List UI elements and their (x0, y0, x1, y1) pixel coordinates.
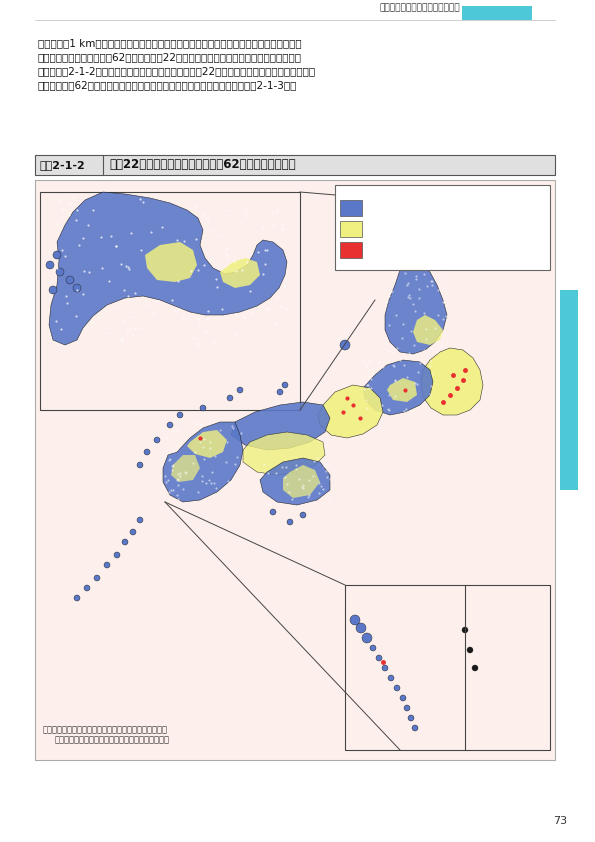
Text: 土地に関する動向: 土地に関する動向 (564, 366, 574, 413)
Text: 図表2-1-2: 図表2-1-2 (39, 160, 84, 170)
Circle shape (137, 517, 143, 523)
Bar (560, 290, 578, 490)
Circle shape (237, 387, 243, 393)
Text: 平成22年を基準とした場合の平成62年の人口増減状況: 平成22年を基準とした場合の平成62年の人口増減状況 (109, 158, 296, 172)
Polygon shape (171, 455, 200, 482)
Circle shape (412, 725, 418, 731)
Polygon shape (375, 195, 467, 262)
Circle shape (277, 389, 283, 395)
Text: いる（図表2-1-2）。市区町村別に見た場合には、平成22年時点での人口規模が小さい市区町: いる（図表2-1-2）。市区町村別に見た場合には、平成22年時点での人口規模が小… (38, 66, 316, 76)
Circle shape (177, 412, 183, 418)
Circle shape (472, 665, 478, 671)
Circle shape (104, 562, 110, 568)
Circle shape (350, 615, 360, 625)
Text: 村ほど、平成62年までの人口減少率が高くなることが予想されている（図表2-1-3）。: 村ほど、平成62年までの人口減少率が高くなることが予想されている（図表2-1-3… (38, 80, 298, 90)
Circle shape (144, 449, 150, 455)
Polygon shape (363, 360, 433, 415)
Text: 資料：総務省「国勢調査」、国土交通省統計局より作成: 資料：総務省「国勢調査」、国土交通省統計局より作成 (43, 725, 168, 734)
Polygon shape (260, 458, 330, 505)
Bar (40, 192, 300, 410)
Circle shape (370, 645, 376, 651)
Circle shape (84, 585, 90, 591)
Bar (340, 221, 362, 237)
Circle shape (356, 623, 366, 633)
Circle shape (462, 627, 468, 633)
Text: 73: 73 (553, 816, 567, 826)
Polygon shape (283, 465, 320, 498)
Circle shape (404, 705, 410, 711)
Circle shape (122, 539, 128, 545)
Circle shape (56, 268, 64, 276)
Circle shape (282, 382, 288, 388)
Circle shape (154, 437, 160, 443)
Circle shape (400, 695, 406, 701)
Polygon shape (49, 192, 287, 345)
Circle shape (287, 519, 293, 525)
Circle shape (362, 633, 372, 643)
Polygon shape (220, 258, 260, 288)
Circle shape (467, 647, 473, 653)
Text: 増加: 増加 (367, 246, 377, 254)
Circle shape (388, 675, 394, 681)
Bar (340, 200, 362, 216)
Bar (462, 6, 532, 20)
Polygon shape (413, 315, 443, 345)
Bar (35, 180, 555, 760)
Text: また、約1 km四方単位での人口動態に着目すると、一部の大都市中心等を除き、全国の: また、約1 km四方単位での人口動態に着目すると、一部の大都市中心等を除き、全国… (38, 38, 302, 48)
Text: 第２章: 第２章 (466, 8, 481, 18)
Circle shape (94, 575, 100, 581)
Circle shape (53, 251, 61, 259)
Circle shape (137, 462, 143, 468)
Bar (335, 185, 550, 270)
Circle shape (49, 286, 57, 294)
Circle shape (130, 529, 136, 535)
Text: 凡例：平成22年比での割合: 凡例：平成22年比での割合 (340, 190, 411, 199)
Circle shape (340, 340, 350, 350)
Polygon shape (231, 402, 330, 450)
Circle shape (408, 715, 414, 721)
Polygon shape (145, 242, 197, 282)
Circle shape (74, 595, 80, 601)
Polygon shape (318, 385, 383, 438)
Circle shape (114, 552, 120, 558)
Circle shape (73, 284, 81, 292)
Text: 多くの地点において、平成62年までに平成22年比で人口が半分以下になる見込みとなって: 多くの地点において、平成62年までに平成22年比で人口が半分以下になる見込みとな… (38, 52, 302, 62)
Bar (35, 155, 555, 175)
Circle shape (200, 405, 206, 411)
Bar (345, 585, 550, 750)
Polygon shape (243, 432, 325, 475)
Text: 注：我が国の国土を網羅的に記したものではない。: 注：我が国の国土を網羅的に記したものではない。 (55, 735, 170, 744)
Text: 人口減少社会に対応した土地利用: 人口減少社会に対応した土地利用 (380, 3, 460, 13)
Circle shape (382, 665, 388, 671)
Polygon shape (385, 260, 447, 354)
Circle shape (167, 422, 173, 428)
Circle shape (394, 685, 400, 691)
Bar (340, 242, 362, 258)
Polygon shape (163, 422, 243, 502)
Polygon shape (421, 348, 483, 415)
Circle shape (300, 512, 306, 518)
Circle shape (227, 395, 233, 401)
Circle shape (270, 509, 276, 515)
Text: 0%以上50%未満減少: 0%以上50%未満減少 (367, 225, 429, 233)
Circle shape (46, 261, 54, 269)
Text: 50%以上減少（無居住化含む）: 50%以上減少（無居住化含む） (367, 204, 446, 212)
Polygon shape (387, 378, 417, 402)
Circle shape (66, 276, 74, 284)
Polygon shape (187, 430, 227, 458)
Circle shape (376, 655, 382, 661)
